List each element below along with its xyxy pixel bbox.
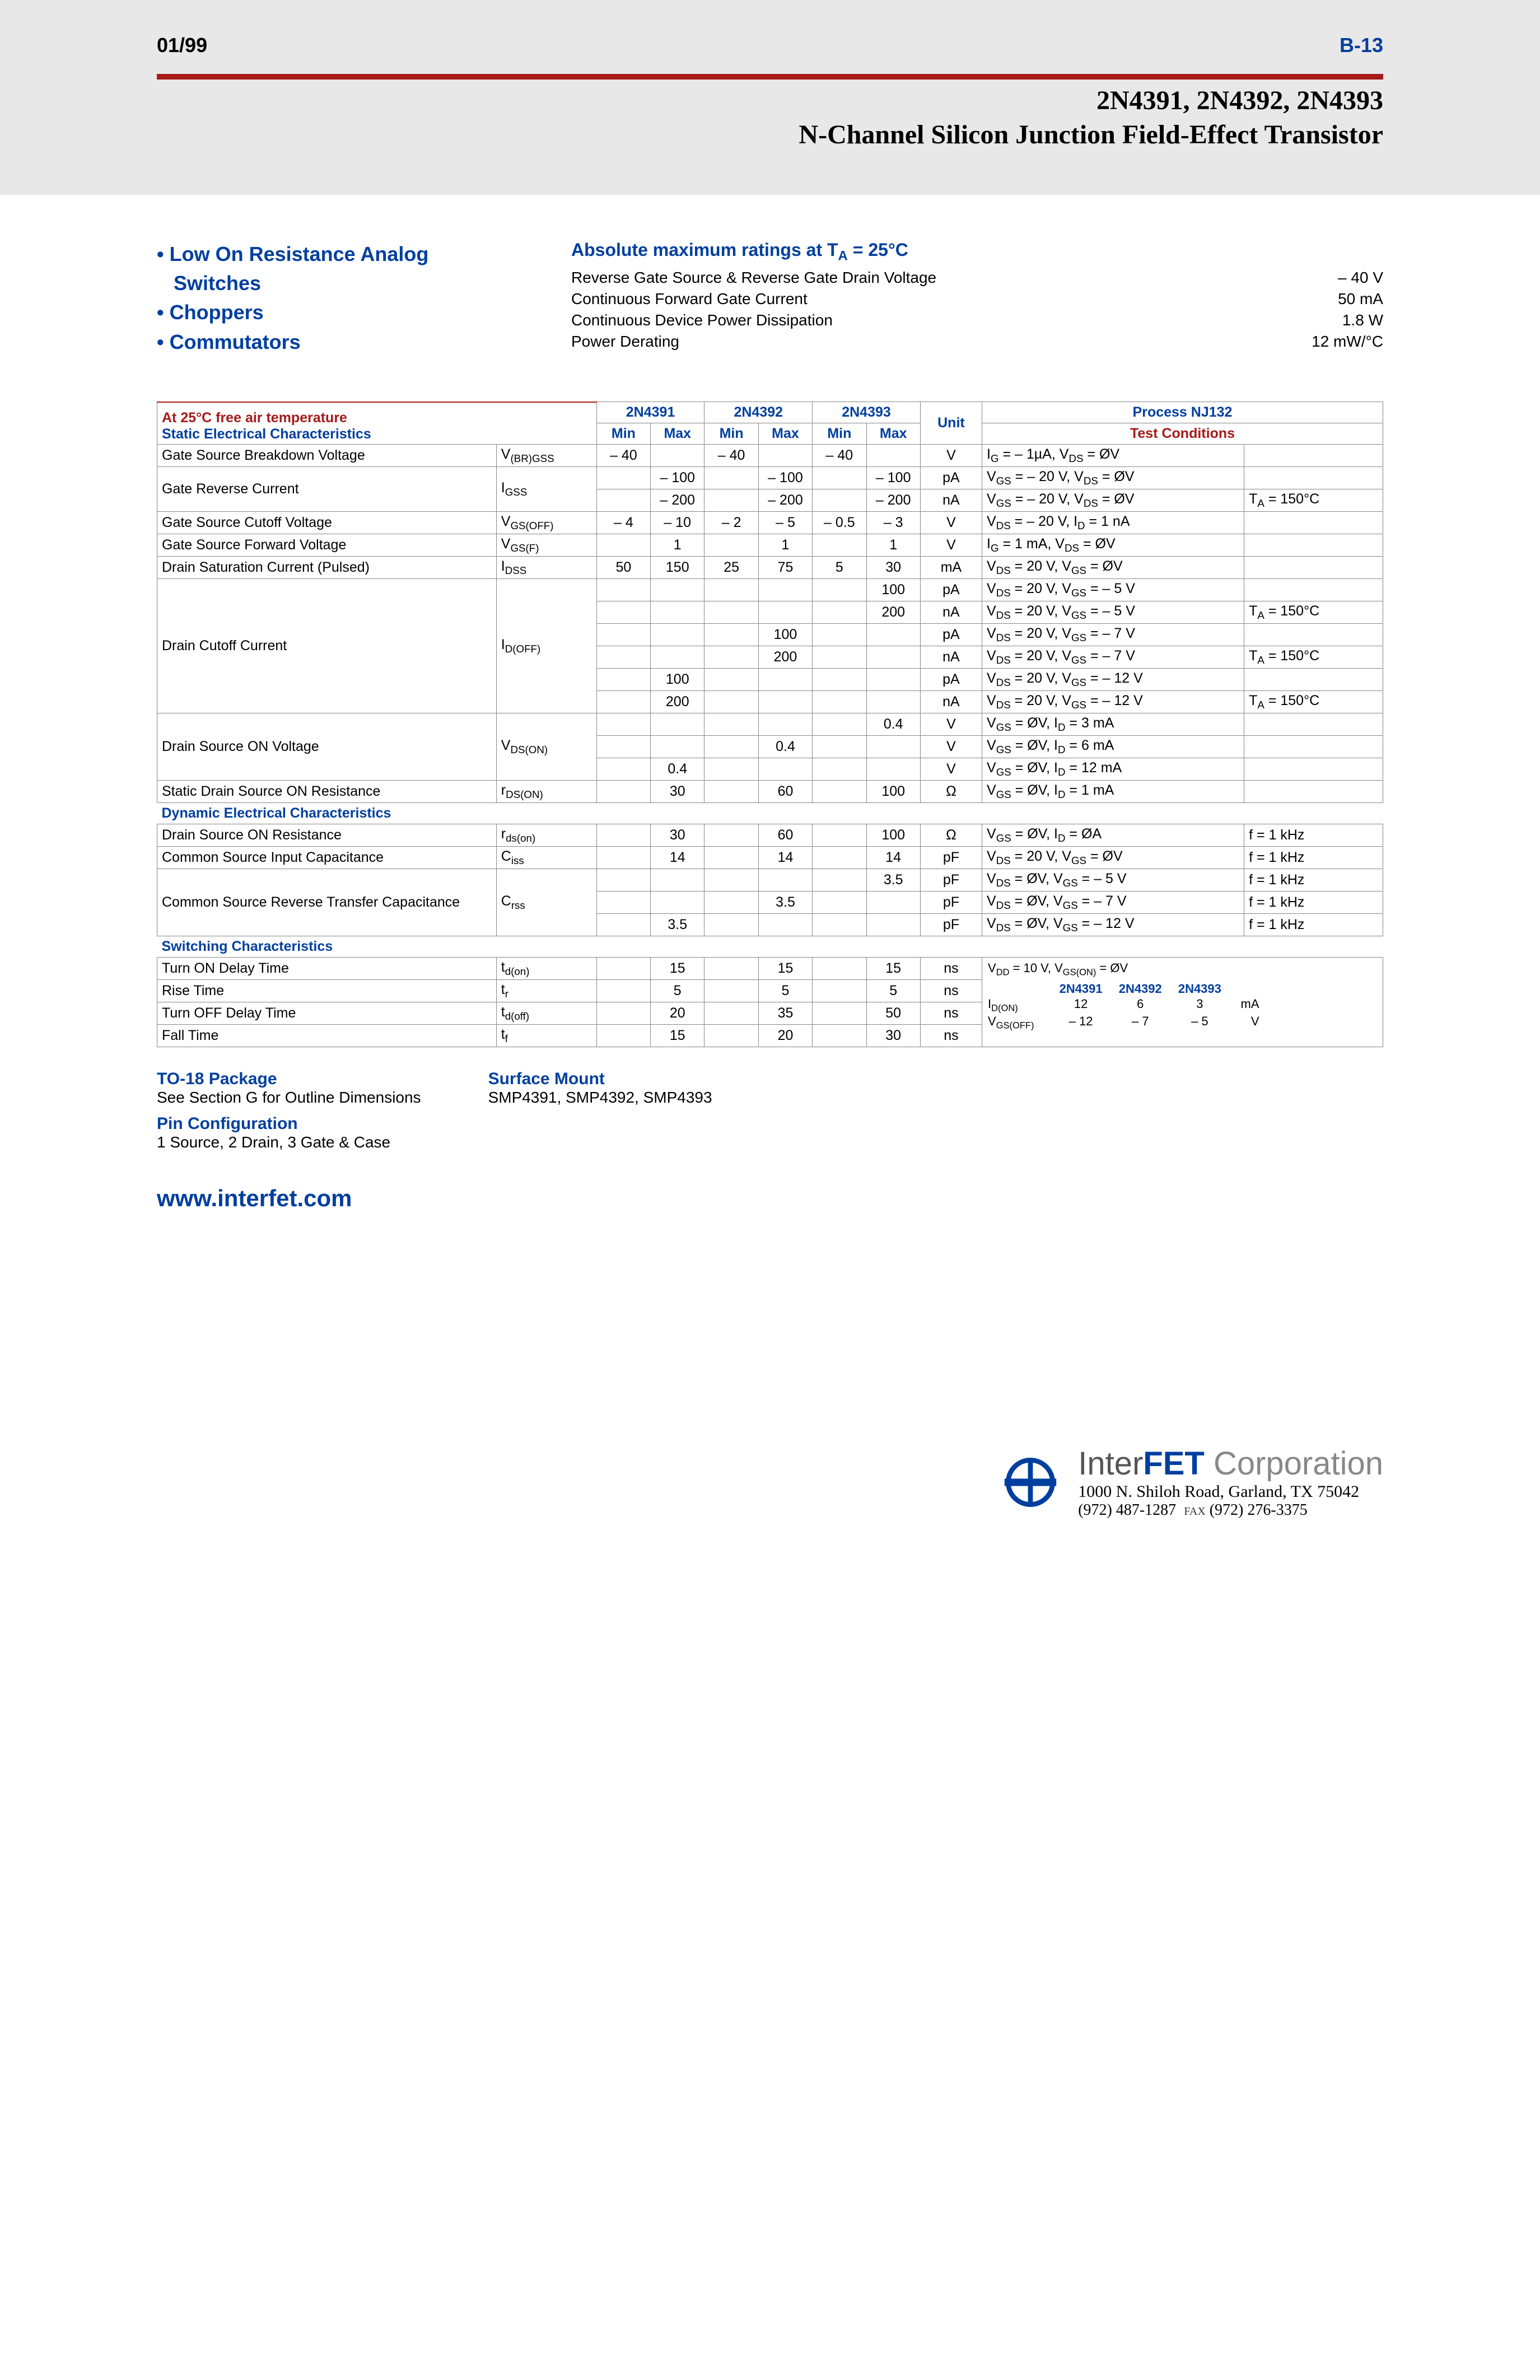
- static-label: Static Electrical Characteristics: [162, 426, 371, 442]
- abs-max-ratings: Absolute maximum ratings at TA = 25°C Re…: [571, 240, 1383, 357]
- switching-label: Switching Characteristics: [157, 936, 1383, 958]
- table-row: Gate Source Forward VoltageVGS(F)111VIG …: [157, 534, 1383, 557]
- pin-text: 1 Source, 2 Drain, 3 Gate & Case: [157, 1133, 421, 1151]
- date: 01/99: [157, 34, 207, 57]
- sm-text: SMP4391, SMP4392, SMP4393: [488, 1089, 712, 1107]
- col-process: Process NJ132: [982, 402, 1383, 423]
- col-max: Max: [758, 423, 812, 445]
- col-max: Max: [866, 423, 920, 445]
- feature-item: Choppers: [157, 298, 504, 327]
- spec-table: At 25°C free air temperature Static Elec…: [157, 402, 1383, 1048]
- ratings-row: Power Derating12 mW/°C: [571, 331, 1383, 352]
- table-row: Static Drain Source ON ResistancerDS(ON)…: [157, 781, 1383, 803]
- table-row: Drain Saturation Current (Pulsed)IDSS501…: [157, 557, 1383, 579]
- table-row: Drain Cutoff CurrentID(OFF)100pAVDS = 20…: [157, 579, 1383, 601]
- ratings-row: Reverse Gate Source & Reverse Gate Drain…: [571, 267, 1383, 288]
- table-row: Common Source Input CapacitanceCiss14141…: [157, 847, 1383, 869]
- ratings-row: Continuous Device Power Dissipation1.8 W: [571, 310, 1383, 331]
- divider: [157, 74, 1383, 80]
- table-row: Drain Source ON VoltageVDS(ON)0.4VVGS = …: [157, 713, 1383, 736]
- col-min: Min: [596, 423, 650, 445]
- interfet-icon: [1000, 1452, 1061, 1513]
- subtitle: N-Channel Silicon Junction Field-Effect …: [157, 119, 1383, 150]
- feature-item: Low On Resistance Analog Switches: [157, 240, 504, 298]
- temp-note: At 25°C free air temperature: [162, 410, 347, 426]
- feature-item: Commutators: [157, 328, 504, 357]
- col-header: 2N4392: [704, 402, 813, 423]
- page-header: 01/99 B-13 2N4391, 2N4392, 2N4393 N-Chan…: [0, 0, 1540, 195]
- table-row: Gate Source Cutoff VoltageVGS(OFF)– 4– 1…: [157, 512, 1383, 534]
- company-address: 1000 N. Shiloh Road, Garland, TX 75042: [1078, 1482, 1383, 1501]
- page-number: B-13: [1340, 34, 1383, 57]
- ratings-title: Absolute maximum ratings at TA = 25°C: [571, 240, 1383, 264]
- table-row: Turn ON Delay Timetd(on)151515ns VDD = 1…: [157, 958, 1383, 980]
- to18-text: See Section G for Outline Dimensions: [157, 1089, 421, 1107]
- col-min: Min: [704, 423, 758, 445]
- col-header: 2N4391: [596, 402, 704, 423]
- package-info: TO-18 Package See Section G for Outline …: [157, 1070, 1383, 1151]
- part-numbers: 2N4391, 2N4392, 2N4393: [157, 85, 1383, 116]
- company-name: InterFET Corporation: [1078, 1445, 1383, 1482]
- dynamic-label: Dynamic Electrical Characteristics: [157, 803, 1383, 824]
- col-header: 2N4393: [813, 402, 921, 423]
- col-min: Min: [813, 423, 866, 445]
- company-logo: InterFET Corporation 1000 N. Shiloh Road…: [1000, 1445, 1383, 1519]
- table-row: Drain Source ON Resistancerds(on)3060100…: [157, 824, 1383, 847]
- col-tc: Test Conditions: [982, 423, 1383, 445]
- col-max: Max: [651, 423, 704, 445]
- table-row: Common Source Reverse Transfer Capacitan…: [157, 869, 1383, 892]
- to18-title: TO-18 Package: [157, 1070, 421, 1089]
- datasheet-page: 01/99 B-13 2N4391, 2N4392, 2N4393 N-Chan…: [0, 0, 1540, 2380]
- website: www.interfet.com: [157, 1185, 1383, 1212]
- table-row: Gate Source Breakdown VoltageV(BR)GSS– 4…: [157, 445, 1383, 467]
- table-row: Gate Reverse CurrentIGSS– 100– 100– 100p…: [157, 467, 1383, 489]
- pin-title: Pin Configuration: [157, 1114, 421, 1133]
- company-phone: (972) 487-1287 FAX (972) 276-3375: [1078, 1501, 1383, 1519]
- ratings-row: Continuous Forward Gate Current50 mA: [571, 288, 1383, 310]
- sm-title: Surface Mount: [488, 1070, 712, 1089]
- features-list: Low On Resistance Analog Switches Choppe…: [157, 240, 504, 357]
- col-unit: Unit: [920, 402, 982, 445]
